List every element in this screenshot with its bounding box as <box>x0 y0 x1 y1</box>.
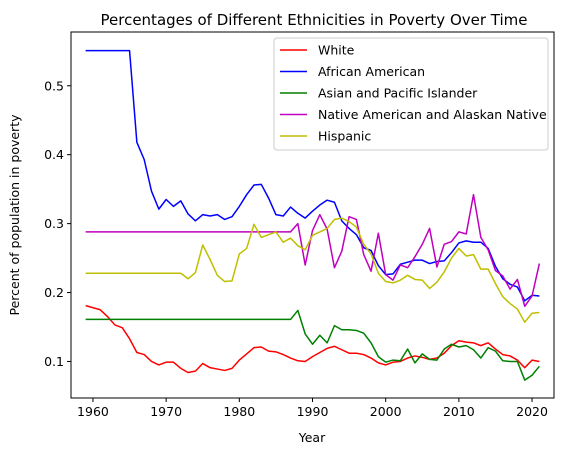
y-tick-label-2: 0.3 <box>44 216 64 231</box>
x-tick-label-5: 2010 <box>443 404 475 419</box>
y-tick-label-3: 0.4 <box>44 147 64 162</box>
series-line-1 <box>85 49 540 302</box>
series-line-2 <box>85 309 540 381</box>
x-tick-label-3: 1990 <box>297 404 329 419</box>
legend-label-3: Native American and Alaskan Native <box>318 107 547 122</box>
series-layer <box>85 49 541 381</box>
legend-label-2: Asian and Pacific Islander <box>318 86 478 101</box>
legend: White African American Asian and Pacific I… <box>273 37 549 151</box>
x-axis: 1960 1970 1980 1990 2000 2010 2020 <box>77 398 548 419</box>
series-line-4 <box>85 217 540 323</box>
y-axis-label: Percent of population in poverty <box>7 114 22 316</box>
series-line-3 <box>85 193 541 308</box>
legend-label-4: Hispanic <box>318 129 371 144</box>
x-tick-label-4: 2000 <box>370 404 402 419</box>
legend-items: White African American Asian and Pacific I… <box>280 43 547 144</box>
legend-label-0: White <box>318 43 355 58</box>
x-tick-label-1: 1970 <box>150 404 182 419</box>
y-tick-label-4: 0.5 <box>44 78 64 93</box>
legend-box <box>273 37 549 151</box>
y-axis: 0.1 0.2 0.3 0.4 0.5 <box>44 78 71 369</box>
y-tick-label-1: 0.2 <box>44 285 64 300</box>
x-tick-label-0: 1960 <box>77 404 109 419</box>
x-tick-label-2: 1980 <box>223 404 255 419</box>
legend-label-1: African American <box>318 64 425 79</box>
x-tick-label-6: 2020 <box>516 404 548 419</box>
x-axis-label: Year <box>298 430 326 445</box>
y-tick-label-0: 0.1 <box>44 354 64 369</box>
series-line-0 <box>85 304 540 374</box>
chart-title: Percentages of Different Ethnicities in … <box>101 11 528 29</box>
